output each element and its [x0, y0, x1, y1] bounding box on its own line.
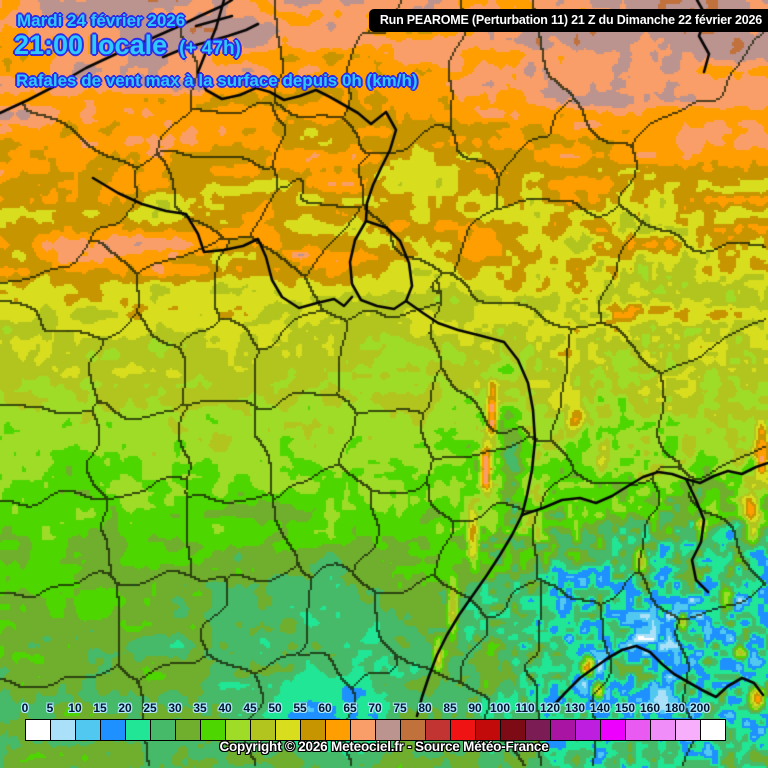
- legend-tick-label: 130: [564, 701, 586, 715]
- legend-tick-label: 15: [93, 701, 107, 715]
- legend-tick-label: 40: [218, 701, 232, 715]
- legend-tick-label: 100: [489, 701, 511, 715]
- legend-tick-label: 160: [639, 701, 661, 715]
- legend-tick-label: 70: [368, 701, 382, 715]
- legend-tick-label: 45: [243, 701, 257, 715]
- legend-tick-label: 200: [689, 701, 711, 715]
- forecast-offset-label: (+ 47h): [179, 38, 241, 59]
- legend-tick-label: 60: [318, 701, 332, 715]
- legend-tick-label: 110: [515, 701, 535, 715]
- legend-tick-label: 85: [443, 701, 457, 715]
- legend-swatch: [650, 719, 676, 741]
- legend-swatch: [325, 719, 351, 741]
- model-run-banner: Run PEAROME (Perturbation 11) 21 Z du Di…: [368, 9, 768, 32]
- legend-swatch: [550, 719, 576, 741]
- legend-swatch: [125, 719, 151, 741]
- legend-swatch: [100, 719, 126, 741]
- legend-swatch: [625, 719, 651, 741]
- legend-tick-label: 65: [343, 701, 357, 715]
- legend-swatch: [25, 719, 51, 741]
- legend-tick-label: 35: [193, 701, 207, 715]
- legend-tick-label: 55: [293, 701, 307, 715]
- legend-swatch: [700, 719, 726, 741]
- legend-swatch: [500, 719, 526, 741]
- legend-tick-label: 180: [664, 701, 686, 715]
- legend-tick-label: 25: [143, 701, 157, 715]
- legend-tick-label: 5: [46, 701, 54, 715]
- legend-swatch: [450, 719, 476, 741]
- legend-tick-label: 0: [21, 701, 29, 715]
- forecast-date-label: Mardi 24 février 2026: [17, 11, 186, 30]
- forecast-time-row: 21:00 locale (+ 47h): [14, 30, 241, 61]
- legend-swatch: [575, 719, 601, 741]
- legend-tick-label: 30: [168, 701, 182, 715]
- legend-swatch: [300, 719, 326, 741]
- legend-swatch: [225, 719, 251, 741]
- legend-swatch: [75, 719, 101, 741]
- legend-swatch: [375, 719, 401, 741]
- legend-swatch: [675, 719, 701, 741]
- legend-swatch: [50, 719, 76, 741]
- legend-swatch: [175, 719, 201, 741]
- legend-swatch: [400, 719, 426, 741]
- legend-swatch: [600, 719, 626, 741]
- legend-tick-label: 140: [589, 701, 611, 715]
- copyright-notice: Copyright © 2026 Meteociel.fr - Source M…: [219, 739, 549, 754]
- legend-swatch: [250, 719, 276, 741]
- legend-tick-label: 150: [614, 701, 636, 715]
- legend-swatch: [475, 719, 501, 741]
- legend-swatch: [150, 719, 176, 741]
- legend-tick-label: 10: [68, 701, 82, 715]
- forecast-time-label: 21:00 locale: [14, 30, 168, 60]
- legend-tick-label: 120: [539, 701, 561, 715]
- legend-tick-label: 50: [268, 701, 282, 715]
- legend-tick-label: 20: [118, 701, 132, 715]
- legend-swatch: [275, 719, 301, 741]
- legend-swatch: [350, 719, 376, 741]
- legend-swatch: [200, 719, 226, 741]
- legend-tick-label: 90: [468, 701, 482, 715]
- legend-tick-label: 75: [393, 701, 407, 715]
- legend-swatch: [525, 719, 551, 741]
- legend-swatch: [425, 719, 451, 741]
- legend-tick-label: 80: [418, 701, 432, 715]
- map-parameter-title: Rafales de vent max à la surface depuis …: [16, 71, 418, 90]
